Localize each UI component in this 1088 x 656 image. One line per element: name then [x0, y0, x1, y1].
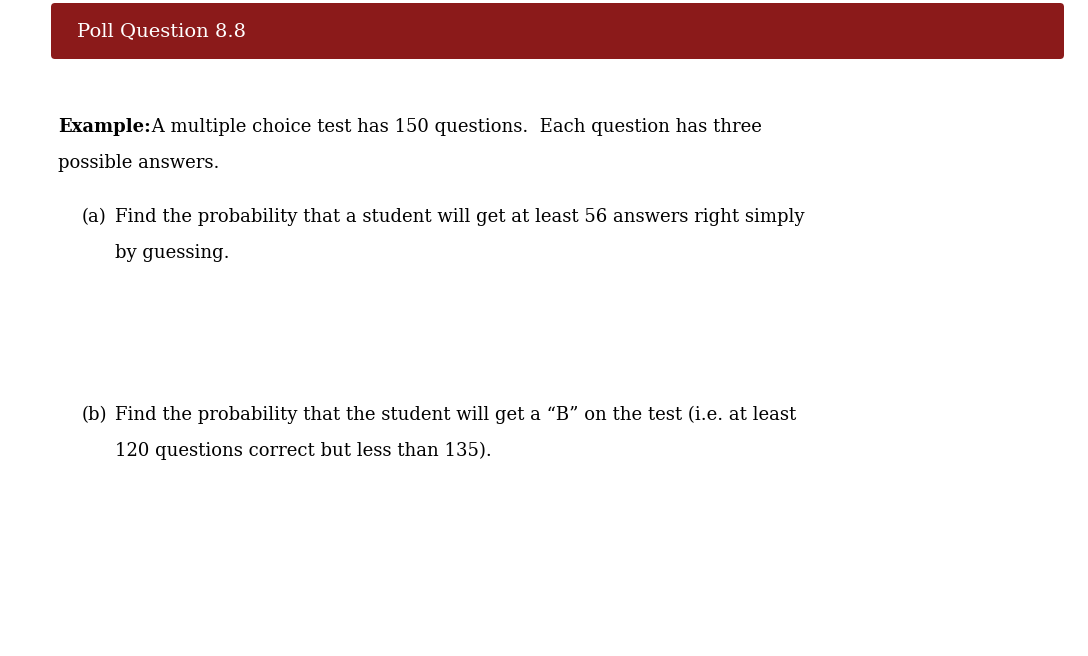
Text: by guessing.: by guessing.	[115, 244, 230, 262]
Text: Find the probability that a student will get at least 56 answers right simply: Find the probability that a student will…	[115, 208, 804, 226]
Text: (b): (b)	[82, 406, 108, 424]
Text: A multiple choice test has 150 questions.  Each question has three: A multiple choice test has 150 questions…	[146, 118, 762, 136]
Text: Find the probability that the student will get a “B” on the test (i.e. at least: Find the probability that the student wi…	[115, 406, 796, 424]
Text: (a): (a)	[82, 208, 107, 226]
Text: 120 questions correct but less than 135).: 120 questions correct but less than 135)…	[115, 442, 492, 461]
FancyBboxPatch shape	[51, 3, 1064, 59]
Text: Poll Question 8.8: Poll Question 8.8	[77, 22, 246, 40]
Text: Example:: Example:	[58, 118, 151, 136]
Text: possible answers.: possible answers.	[58, 154, 220, 172]
